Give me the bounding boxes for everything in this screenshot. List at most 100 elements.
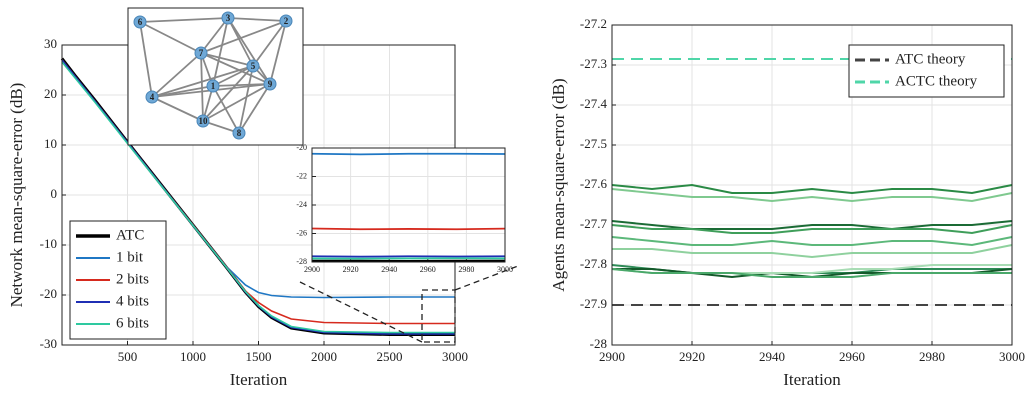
x-tick-label: 1500 bbox=[246, 349, 272, 364]
network-edge bbox=[151, 65, 254, 98]
series-line bbox=[611, 236, 1013, 246]
network-node-label: 3 bbox=[226, 13, 231, 23]
y-tick-label: -27.3 bbox=[580, 56, 607, 71]
x-tick-label: 2900 bbox=[599, 349, 625, 364]
network-edge bbox=[212, 17, 229, 87]
y-tick-label: -20 bbox=[296, 143, 307, 152]
legend-label: 4 bits bbox=[116, 293, 149, 309]
series-line bbox=[311, 227, 506, 231]
y-tick-label: -22 bbox=[296, 171, 307, 180]
x-axis-label: Iteration bbox=[230, 370, 288, 389]
network-node bbox=[206, 79, 220, 93]
plot-frame bbox=[611, 24, 1013, 346]
x-tick-label: 2920 bbox=[679, 349, 705, 364]
network-node bbox=[263, 77, 277, 91]
x-tick-label: 2960 bbox=[839, 349, 865, 364]
x-tick-label: 1000 bbox=[180, 349, 206, 364]
network-node-label: 8 bbox=[237, 128, 242, 138]
y-tick-label: -27.5 bbox=[580, 136, 607, 151]
series-line bbox=[611, 184, 1013, 194]
network-edge bbox=[151, 52, 202, 98]
x-tick-label: 3000 bbox=[999, 349, 1025, 364]
network-edge bbox=[227, 17, 287, 22]
network-edge bbox=[212, 85, 240, 134]
y-tick-label: -24 bbox=[296, 200, 307, 209]
y-tick-label: -20 bbox=[40, 286, 57, 301]
network-edge bbox=[200, 17, 229, 54]
x-tick-label: 2980 bbox=[919, 349, 945, 364]
y-tick-label: -27.7 bbox=[580, 216, 608, 231]
network-node bbox=[221, 11, 235, 25]
legend-label: 6 bits bbox=[116, 315, 149, 331]
network-node bbox=[246, 59, 260, 73]
legend-label: ATC bbox=[116, 227, 144, 243]
network-node bbox=[194, 46, 208, 60]
y-tick-label: 0 bbox=[51, 186, 58, 201]
network-node-label: 10 bbox=[199, 116, 209, 126]
zoom-annotation bbox=[299, 265, 519, 343]
line-chart: -28 -27.9 -27.8 -27.7 -27.6 -27.5 -27.4 -27.3 -2… bbox=[549, 16, 1025, 389]
y-tick-label: -28 bbox=[590, 336, 607, 351]
x-tick-label: 2980 bbox=[458, 265, 474, 274]
network-node bbox=[232, 126, 246, 140]
x-tick-label: 2000 bbox=[311, 349, 337, 364]
y-tick-label: -10 bbox=[40, 236, 57, 251]
network-node-label: 9 bbox=[268, 79, 273, 89]
x-tick-label: 3000 bbox=[442, 349, 468, 364]
y-tick-label: 20 bbox=[44, 86, 57, 101]
network-node bbox=[279, 14, 293, 28]
network-edge bbox=[200, 20, 287, 54]
x-tick-label: 2940 bbox=[759, 349, 785, 364]
y-tick-label: -27.2 bbox=[580, 16, 607, 31]
zoom-line bbox=[454, 265, 519, 291]
network-edge bbox=[200, 52, 204, 122]
y-tick-label: 10 bbox=[44, 136, 57, 151]
series-line bbox=[612, 244, 1013, 258]
y-tick-label: -27.6 bbox=[580, 176, 608, 191]
y-axis-label: Network mean-square-error (dB) bbox=[7, 83, 26, 308]
series-line bbox=[611, 220, 1013, 230]
network-node-label: 6 bbox=[138, 17, 143, 27]
network-node-label: 7 bbox=[199, 48, 204, 58]
y-tick-label: -26 bbox=[296, 228, 307, 237]
network-edge bbox=[202, 83, 271, 122]
line-chart: -28 -26 -24 -22 -20 2900 2920 2940 2960 2980 3000 bbox=[296, 143, 513, 274]
series-line bbox=[611, 188, 1013, 202]
plot-frame bbox=[311, 147, 506, 263]
zoom-box bbox=[421, 289, 456, 343]
network-edge bbox=[139, 17, 229, 23]
network-node-label: 5 bbox=[251, 61, 256, 71]
y-tick-label: -30 bbox=[40, 336, 57, 351]
network-edge bbox=[212, 65, 254, 87]
x-tick-label: 500 bbox=[118, 349, 138, 364]
series-line bbox=[611, 224, 1013, 234]
y-tick-label: -28 bbox=[296, 257, 307, 266]
x-tick-label: 2940 bbox=[381, 265, 397, 274]
network-node bbox=[133, 15, 147, 29]
x-axis-label: Iteration bbox=[783, 370, 841, 389]
y-tick-label: -27.8 bbox=[580, 256, 607, 271]
x-tick-label: 2500 bbox=[377, 349, 403, 364]
network-edge bbox=[200, 52, 271, 85]
network-edge bbox=[227, 17, 271, 85]
network-edge bbox=[151, 96, 204, 122]
y-tick-label: 30 bbox=[44, 36, 57, 51]
network-edge bbox=[238, 83, 271, 134]
y-axis-label: Agents mean-square-error (dB) bbox=[549, 78, 568, 291]
y-tick-label: -27.4 bbox=[580, 96, 608, 111]
legend-label: 2 bits bbox=[116, 271, 149, 287]
network-inset: 1 2 3 4 5 6 7 8 9 10 bbox=[127, 7, 304, 146]
y-tick-label: -27.9 bbox=[580, 296, 607, 311]
series-line bbox=[311, 152, 506, 156]
network-node-label: 1 bbox=[211, 81, 216, 91]
x-tick-label: 2920 bbox=[343, 265, 359, 274]
network-node-label: 2 bbox=[284, 16, 289, 26]
legend-label: 1 bit bbox=[116, 249, 144, 265]
legend-box bbox=[848, 44, 1005, 98]
network-node bbox=[196, 114, 210, 128]
network-edge bbox=[269, 20, 287, 85]
series-line bbox=[611, 268, 1012, 278]
network-edge bbox=[238, 65, 254, 134]
network-edge bbox=[200, 52, 254, 67]
